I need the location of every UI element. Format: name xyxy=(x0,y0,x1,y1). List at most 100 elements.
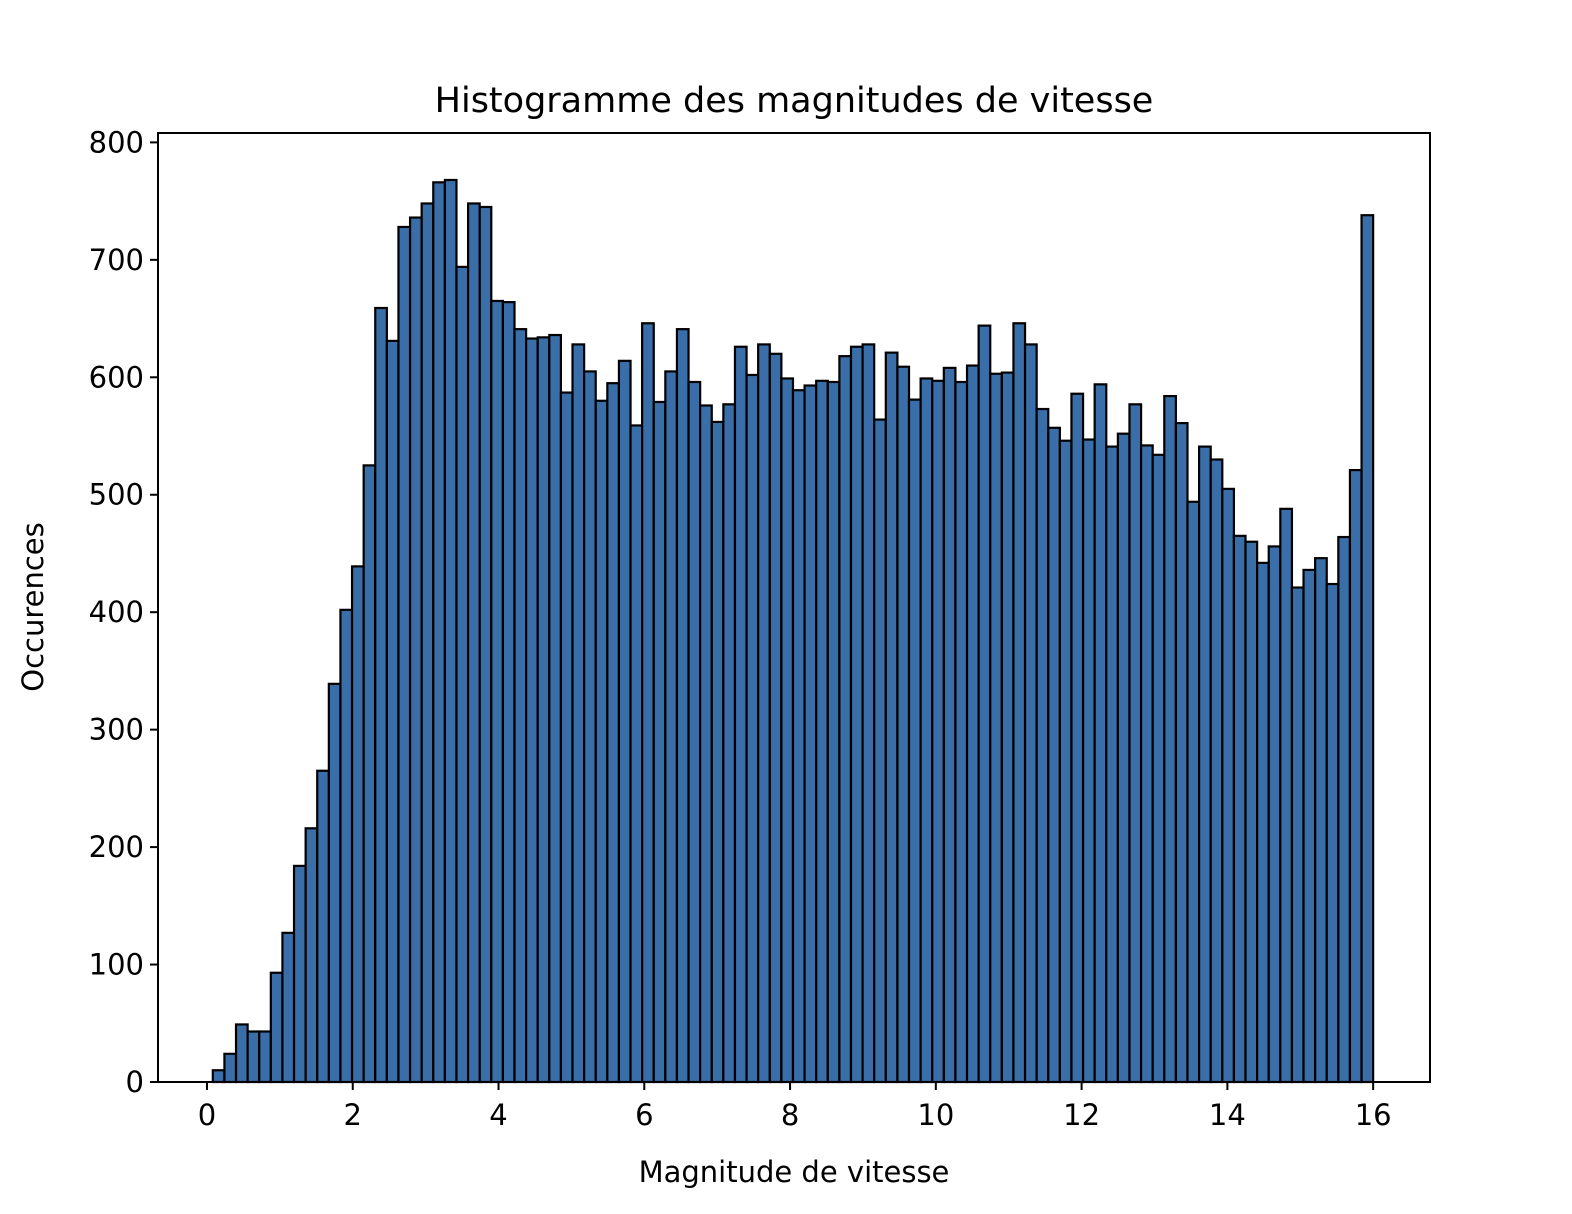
bar xyxy=(1128,403,1143,1084)
bar xyxy=(919,377,934,1084)
bar xyxy=(838,355,853,1084)
bar xyxy=(1279,507,1294,1084)
bar xyxy=(594,399,609,1084)
bar xyxy=(339,608,354,1084)
bar xyxy=(1012,322,1027,1084)
bar xyxy=(907,398,922,1084)
bar xyxy=(304,827,319,1084)
bar xyxy=(641,322,655,1084)
bar xyxy=(745,373,760,1084)
bar xyxy=(490,299,504,1084)
bar xyxy=(281,931,296,1084)
bar xyxy=(1116,432,1131,1084)
bar xyxy=(408,216,423,1084)
x-tick-label: 6 xyxy=(635,1098,653,1132)
bar xyxy=(1267,545,1282,1084)
bar xyxy=(420,202,435,1084)
bar xyxy=(664,370,679,1084)
bar xyxy=(722,403,737,1084)
y-tick-label: 500 xyxy=(89,478,144,512)
bar xyxy=(246,1030,261,1084)
bar xyxy=(710,420,725,1084)
bar xyxy=(548,333,563,1084)
x-tick-label: 2 xyxy=(344,1098,362,1132)
bar xyxy=(1209,458,1224,1084)
bar xyxy=(780,377,795,1084)
bar xyxy=(652,400,667,1084)
bar xyxy=(884,351,899,1084)
chart-title: Histogramme des magnitudes de vitesse xyxy=(435,81,1154,121)
bar xyxy=(617,359,632,1084)
bar xyxy=(931,379,945,1084)
bar xyxy=(258,1030,272,1084)
bar xyxy=(1186,500,1201,1084)
bar xyxy=(1244,540,1259,1084)
x-tick-label: 16 xyxy=(1355,1098,1392,1132)
bar xyxy=(501,301,516,1084)
bar xyxy=(768,352,783,1084)
bar xyxy=(1047,426,1061,1084)
bar xyxy=(1221,487,1236,1084)
bar xyxy=(803,384,818,1084)
bar xyxy=(1151,453,1166,1084)
bar xyxy=(443,178,458,1084)
x-tick-label: 8 xyxy=(781,1098,799,1132)
bar xyxy=(525,337,539,1084)
bar xyxy=(1035,407,1050,1084)
x-tick-label: 14 xyxy=(1209,1098,1246,1132)
bar xyxy=(1232,534,1247,1084)
y-tick-label: 300 xyxy=(89,713,144,747)
bar xyxy=(211,1069,226,1084)
bar xyxy=(896,365,911,1084)
bar xyxy=(1302,568,1317,1084)
bar xyxy=(954,380,969,1084)
y-tick-label: 200 xyxy=(89,830,144,864)
bar xyxy=(1163,394,1177,1084)
bar xyxy=(1197,445,1212,1084)
y-tick-label: 800 xyxy=(89,125,144,159)
bar xyxy=(1325,582,1340,1084)
bar xyxy=(861,343,876,1084)
y-tick-label: 400 xyxy=(89,595,144,629)
bar xyxy=(873,418,887,1084)
y-tick-label: 0 xyxy=(126,1065,144,1099)
bar xyxy=(1070,392,1085,1084)
bar xyxy=(269,971,284,1084)
bar xyxy=(1256,561,1270,1084)
y-tick-label: 700 xyxy=(89,243,144,277)
bar xyxy=(757,343,771,1084)
x-tick-label: 10 xyxy=(917,1098,954,1132)
bar xyxy=(571,343,586,1084)
bar xyxy=(466,202,481,1084)
bar xyxy=(362,464,377,1084)
bar xyxy=(559,391,574,1084)
bar xyxy=(1174,422,1189,1084)
bar xyxy=(989,372,1003,1084)
bar xyxy=(513,328,528,1084)
bar xyxy=(699,404,713,1084)
bar xyxy=(1023,343,1038,1084)
bar xyxy=(977,324,992,1084)
axes-frame xyxy=(157,132,1431,1083)
bar xyxy=(292,864,307,1084)
bar xyxy=(536,336,551,1084)
bar xyxy=(385,339,400,1084)
bar xyxy=(1360,214,1375,1084)
bar xyxy=(826,380,841,1084)
bar xyxy=(687,380,702,1084)
bar xyxy=(1139,444,1154,1084)
bar xyxy=(965,364,980,1084)
x-axis-label: Magnitude de vitesse xyxy=(639,1155,950,1189)
bar xyxy=(455,265,470,1084)
bar xyxy=(942,366,957,1084)
bar xyxy=(478,205,493,1084)
bar xyxy=(327,682,342,1084)
x-tick-label: 4 xyxy=(489,1098,507,1132)
bar xyxy=(1290,586,1305,1084)
bar xyxy=(1348,468,1363,1084)
x-tick-label: 12 xyxy=(1063,1098,1100,1132)
y-tick-label: 100 xyxy=(89,948,144,982)
bar xyxy=(583,370,597,1084)
bar xyxy=(350,565,365,1084)
x-tick-label: 0 xyxy=(198,1098,216,1132)
